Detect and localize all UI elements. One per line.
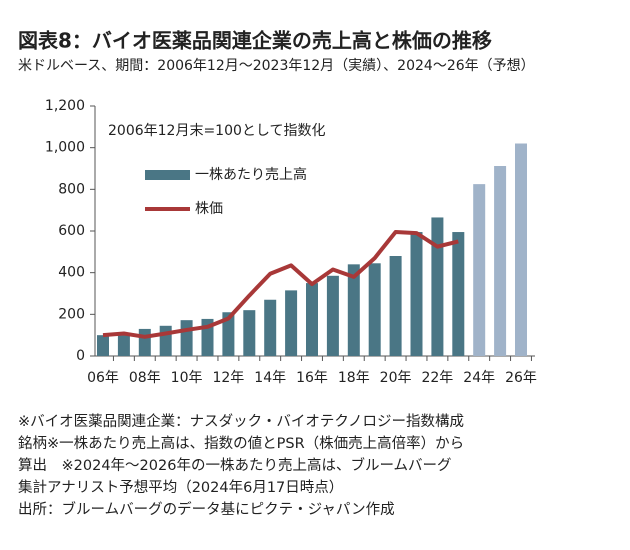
chart-subtitle: 米ドルベース、期間：2006年12月～2023年12月（実績）、2024～26年… [18, 58, 535, 74]
bar [326, 275, 339, 356]
bar [138, 328, 151, 356]
x-tick-label: 10年 [171, 370, 203, 386]
bar [347, 264, 360, 356]
line [102, 230, 459, 339]
footnote: 銘柄※一株あたり売上高は、指数の値とPSR（株価売上高倍率）から [18, 435, 464, 452]
bar [159, 325, 172, 356]
y-tick-label: 1,200 [45, 98, 85, 114]
footnote: 算出 ※2024年～2026年の一株あたり売上高は、ブルームバーグ [18, 456, 452, 474]
bar [452, 232, 465, 356]
x-tick-label: 24年 [463, 370, 495, 386]
bar [117, 333, 130, 356]
x-tick-label: 26年 [505, 370, 537, 386]
legend-label: 一株あたり売上高 [195, 166, 307, 183]
chart-title: 図表8：バイオ医薬品関連企業の売上高と株価の推移 [18, 29, 492, 53]
x-tick-label: 18年 [338, 370, 370, 386]
bar [97, 335, 109, 356]
legend-swatch [145, 170, 190, 180]
y-tick-label: 400 [58, 265, 85, 281]
bar [473, 184, 486, 356]
bar [285, 290, 298, 356]
bar [222, 312, 235, 356]
y-tick-label: 1,000 [45, 140, 85, 156]
bar [180, 320, 193, 356]
x-tick-label: 14年 [254, 370, 286, 386]
bar [515, 143, 527, 356]
bar [431, 217, 444, 356]
footnote: 集計アナリスト予想平均（2024年6月17日時点） [18, 479, 343, 496]
bar [368, 263, 381, 356]
x-tick-label: 08年 [129, 370, 161, 386]
y-tick-label: 200 [58, 306, 85, 322]
bar [494, 166, 507, 356]
annotation: 2006年12月末=100として指数化 [108, 123, 325, 139]
x-tick-label: 20年 [380, 370, 412, 386]
y-tick-label: 800 [58, 181, 85, 197]
bar [306, 283, 318, 356]
footnote: 出所：ブルームバーグのデータ基にピクテ・ジャパン作成 [18, 500, 395, 518]
legend-label: 株価 [195, 201, 223, 217]
bar [410, 232, 423, 356]
x-tick-label: 06年 [87, 370, 119, 386]
x-tick-label: 22年 [421, 370, 453, 386]
bar [243, 310, 256, 356]
x-tick-label: 16年 [296, 370, 328, 386]
footnote: ※バイオ医薬品関連企業：ナスダック・バイオテクノロジー指数構成 [18, 412, 464, 430]
x-tick-label: 12年 [212, 370, 244, 386]
bar [264, 299, 277, 356]
bar [389, 256, 402, 356]
y-tick-label: 600 [58, 223, 85, 239]
y-tick-label: 0 [76, 348, 85, 364]
